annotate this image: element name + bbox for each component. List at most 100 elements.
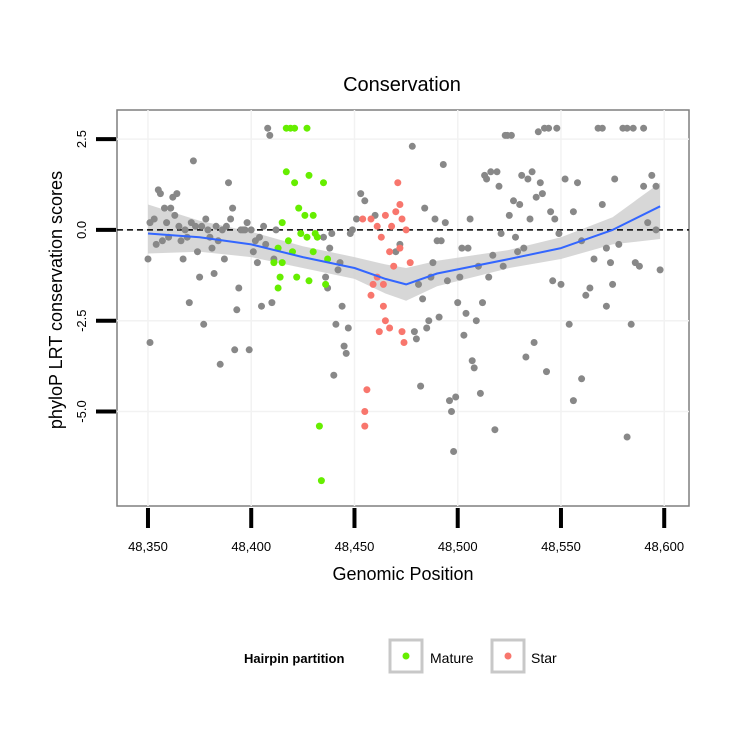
point-other: [320, 233, 327, 241]
point-other: [435, 313, 443, 321]
point-other: [586, 284, 594, 292]
point-other: [607, 259, 614, 267]
point-other: [229, 204, 237, 212]
point-other: [262, 240, 270, 248]
point-other: [340, 342, 348, 350]
legend-label-mature: Mature: [430, 650, 474, 666]
point-mature: [276, 273, 284, 281]
point-star: [390, 262, 398, 270]
point-other: [514, 248, 522, 256]
y-axis-title: phyloP LRT conservation scores: [46, 171, 66, 429]
point-other: [227, 215, 235, 223]
point-other: [158, 237, 166, 245]
point-other: [479, 299, 486, 307]
point-other: [344, 324, 352, 332]
point-other: [245, 346, 253, 354]
point-star: [400, 339, 408, 346]
point-other: [499, 262, 507, 270]
point-other: [264, 124, 272, 132]
point-other: [598, 201, 606, 208]
point-other: [545, 124, 553, 132]
point-other: [635, 262, 643, 270]
y-axis: -5.0 -2.5 0.0 2.5: [74, 130, 116, 423]
legend-dot-star: [504, 652, 512, 660]
point-other: [532, 193, 540, 201]
y-tick-label: 0.0: [74, 221, 89, 239]
point-star: [367, 215, 375, 223]
point-other: [338, 302, 346, 310]
point-other: [235, 284, 243, 292]
point-star: [369, 280, 377, 288]
point-other: [441, 219, 449, 227]
point-other: [167, 204, 175, 212]
point-other: [629, 124, 637, 132]
point-other: [330, 371, 338, 379]
point-other: [220, 255, 228, 263]
legend-label-star: Star: [531, 650, 557, 666]
point-other: [421, 204, 429, 212]
point-star: [396, 201, 404, 208]
point-other: [526, 215, 534, 223]
point-other: [602, 244, 610, 252]
point-other: [196, 273, 204, 281]
point-mature: [295, 204, 303, 212]
point-other: [161, 204, 168, 212]
point-other: [222, 222, 230, 230]
point-other: [419, 295, 427, 303]
point-mature: [305, 171, 313, 179]
point-star: [379, 280, 387, 288]
point-other: [557, 280, 565, 288]
point-other: [652, 182, 660, 190]
point-other: [510, 197, 517, 205]
point-other: [446, 397, 453, 405]
point-other: [429, 259, 437, 267]
point-other: [322, 273, 330, 281]
point-mature: [278, 259, 286, 267]
point-other: [144, 255, 152, 263]
point-other: [353, 215, 360, 223]
point-other: [200, 320, 208, 328]
point-other: [328, 230, 336, 237]
point-mature: [309, 211, 317, 219]
x-axis-title: Genomic Position: [332, 564, 473, 584]
point-other: [602, 302, 610, 310]
point-other: [598, 124, 606, 132]
x-tick-label: 48,550: [541, 539, 581, 554]
point-other: [462, 309, 470, 317]
point-other: [656, 266, 664, 274]
point-other: [485, 273, 493, 281]
point-other: [192, 222, 199, 230]
point-other: [332, 320, 340, 328]
point-mature: [303, 124, 311, 132]
point-other: [507, 131, 515, 139]
point-mature: [297, 230, 305, 237]
x-axis: 48,350 48,400 48,450 48,500 48,550 48,600: [128, 508, 684, 554]
point-mature: [309, 248, 317, 256]
point-mature: [274, 284, 282, 292]
point-other: [233, 306, 241, 314]
plot-panel: [116, 109, 690, 507]
point-mature: [291, 179, 299, 187]
point-mature: [278, 219, 286, 227]
point-other: [578, 375, 586, 383]
point-other: [476, 389, 484, 397]
point-star: [361, 422, 369, 430]
point-other: [569, 397, 577, 405]
legend-key-star: [490, 638, 526, 674]
point-other: [549, 277, 557, 285]
point-mature: [303, 233, 311, 241]
point-other: [412, 335, 420, 343]
point-other: [342, 349, 350, 357]
point-other: [487, 168, 495, 176]
point-other: [439, 161, 447, 168]
point-other: [466, 215, 474, 223]
point-other: [225, 179, 232, 187]
point-star: [373, 222, 381, 230]
point-other: [522, 353, 530, 361]
point-other: [163, 219, 171, 227]
point-star: [398, 215, 406, 223]
point-other: [623, 433, 631, 441]
point-mature: [301, 211, 309, 219]
point-other: [483, 175, 491, 183]
point-other: [524, 175, 532, 183]
